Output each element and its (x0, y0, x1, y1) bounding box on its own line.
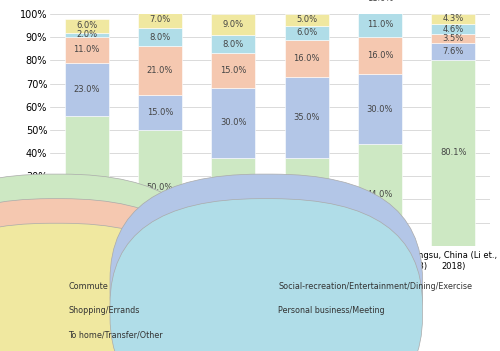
Text: 4.3%: 4.3% (442, 14, 464, 23)
Bar (432, 42, 476, 60)
Bar (212, 88, 256, 158)
Text: 35.0%: 35.0% (294, 113, 320, 122)
Bar (138, 130, 182, 246)
Bar (358, 74, 402, 144)
Text: 21.0%: 21.0% (147, 66, 173, 75)
Text: 11.0%: 11.0% (367, 20, 393, 29)
Text: 50.0%: 50.0% (147, 183, 173, 192)
Bar (212, 158, 256, 246)
Bar (212, 53, 256, 88)
Text: 30.0%: 30.0% (220, 118, 246, 127)
Bar (64, 37, 108, 63)
Text: Shopping/Errands: Shopping/Errands (68, 306, 140, 315)
Bar (284, 14, 329, 26)
Text: 7.6%: 7.6% (442, 47, 464, 56)
Text: Personal business/Meeting: Personal business/Meeting (278, 306, 385, 315)
Text: 6.0%: 6.0% (296, 28, 318, 37)
Text: 2.0%: 2.0% (76, 31, 97, 39)
Text: To home/Transfer/Other: To home/Transfer/Other (68, 331, 163, 340)
Text: 5.0%: 5.0% (296, 15, 317, 24)
Text: 23.0%: 23.0% (74, 85, 100, 94)
Bar (212, 14, 256, 35)
Bar (358, 37, 402, 74)
Text: 80.1%: 80.1% (440, 148, 466, 157)
Text: 16.0%: 16.0% (294, 54, 320, 62)
Bar (138, 46, 182, 95)
Bar (212, 35, 256, 53)
Bar (358, 12, 402, 37)
Bar (284, 77, 329, 158)
Bar (432, 14, 476, 24)
Bar (358, 144, 402, 246)
Text: 4.6%: 4.6% (442, 25, 464, 34)
Bar (138, 12, 182, 28)
Bar (64, 19, 108, 33)
Bar (284, 26, 329, 40)
Text: 3.5%: 3.5% (442, 34, 464, 43)
Text: 16.0%: 16.0% (367, 51, 393, 60)
Bar (432, 24, 476, 34)
Text: Commute: Commute (68, 282, 108, 291)
Bar (64, 116, 108, 246)
Text: 30.0%: 30.0% (367, 105, 393, 113)
Text: 7.0%: 7.0% (150, 15, 171, 24)
Bar (64, 33, 108, 37)
Bar (432, 60, 476, 246)
Text: 38.0%: 38.0% (220, 197, 246, 206)
Text: 38.0%: 38.0% (294, 197, 320, 206)
Text: 8.0%: 8.0% (222, 40, 244, 49)
Text: 44.0%: 44.0% (367, 190, 393, 199)
Text: Social-recreation/Entertainment/Dining/Exercise: Social-recreation/Entertainment/Dining/E… (278, 282, 472, 291)
Bar (138, 28, 182, 46)
Bar (284, 40, 329, 77)
Text: 15.0%: 15.0% (220, 66, 246, 75)
Text: 15.0%: 15.0% (147, 108, 173, 117)
Text: 11.0%: 11.0% (367, 0, 393, 4)
Text: 56.0%: 56.0% (74, 176, 100, 185)
Bar (138, 95, 182, 130)
Bar (64, 63, 108, 116)
Text: 9.0%: 9.0% (223, 20, 244, 29)
Text: 8.0%: 8.0% (150, 33, 171, 42)
Text: 6.0%: 6.0% (76, 21, 98, 30)
Bar (432, 34, 476, 42)
Bar (358, 0, 402, 12)
Bar (284, 158, 329, 246)
Text: 11.0%: 11.0% (74, 45, 100, 54)
